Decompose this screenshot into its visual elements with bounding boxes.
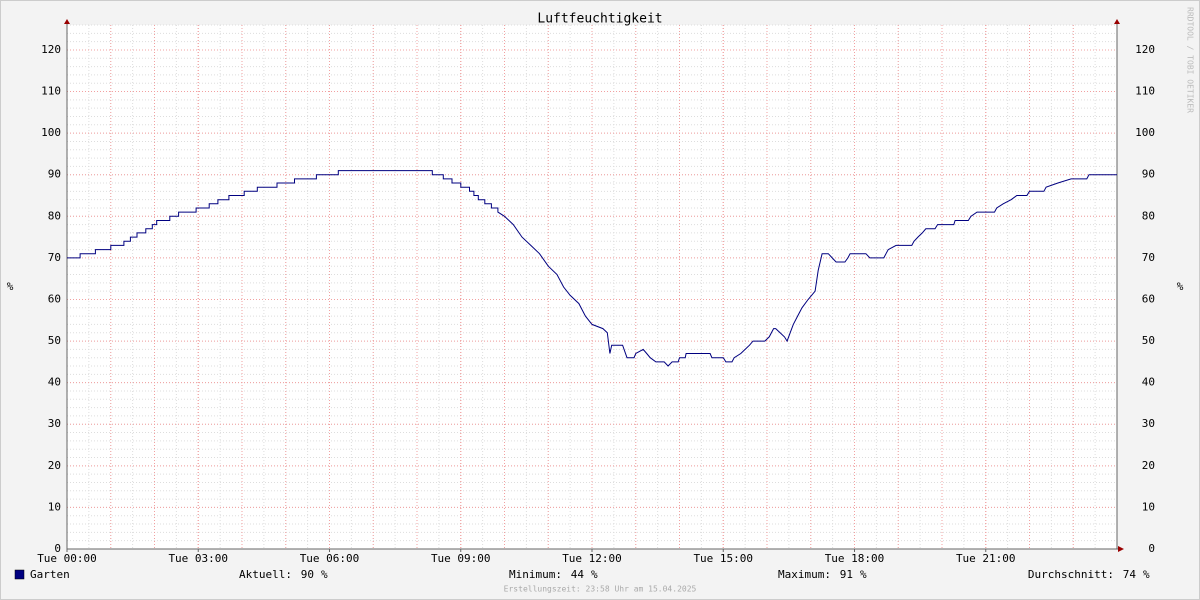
x-tick-label: Tue 21:00 <box>956 552 1016 565</box>
y2-tick-label: 30 <box>1142 417 1155 430</box>
footer: Erstellungszeit: 23:58 Uhr am 15.04.2025 <box>504 585 697 594</box>
y2-tick-label: 60 <box>1142 292 1155 305</box>
stat-value: 74 <box>1123 568 1137 581</box>
watermark: RRDTOOL / TOBI OETIKER <box>1186 7 1195 113</box>
stat-unit: % <box>321 568 328 581</box>
y2-tick-label: 10 <box>1142 500 1155 513</box>
x-tick-label: Tue 18:00 <box>825 552 885 565</box>
y-tick-label: 20 <box>48 459 61 472</box>
legend-label: Garten <box>30 568 70 581</box>
stat-unit: % <box>591 568 598 581</box>
stat-value: 44 <box>571 568 585 581</box>
data-line <box>67 170 1117 367</box>
stat-unit: % <box>860 568 867 581</box>
y-axis-label: % <box>7 280 14 293</box>
x-tick-label: Tue 00:00 <box>37 552 97 565</box>
stat-value: 90 <box>301 568 314 581</box>
y-tick-label: 40 <box>48 376 61 389</box>
y2-tick-label: 80 <box>1142 209 1155 222</box>
y-tick-label: 30 <box>48 417 61 430</box>
y-tick-label: 100 <box>41 126 61 139</box>
y2-tick-label: 70 <box>1142 251 1155 264</box>
stat-label: Durchschnitt: <box>1028 568 1114 581</box>
y-tick-label: 90 <box>48 168 61 181</box>
y2-tick-label: 50 <box>1142 334 1155 347</box>
x-tick-label: Tue 03:00 <box>168 552 228 565</box>
stat-unit: % <box>1143 568 1150 581</box>
axis-arrow <box>1114 19 1120 24</box>
stat-label: Minimum: <box>509 568 562 581</box>
grid <box>66 24 1118 550</box>
y2-tick-label: 110 <box>1135 85 1155 98</box>
y-tick-label: 70 <box>48 251 61 264</box>
axis-arrow <box>64 19 70 24</box>
y-tick-label: 120 <box>41 43 61 56</box>
x-tick-label: Tue 09:00 <box>431 552 491 565</box>
x-tick-label: Tue 15:00 <box>693 552 753 565</box>
y2-tick-label: 20 <box>1142 459 1155 472</box>
y2-tick-label: 40 <box>1142 376 1155 389</box>
y-tick-label: 0 <box>54 542 61 555</box>
y2-tick-label: 90 <box>1142 168 1155 181</box>
y2-axis-label: % <box>1177 280 1184 293</box>
legend-swatch <box>14 569 25 580</box>
x-tick-label: Tue 06:00 <box>300 552 360 565</box>
stat-label: Maximum: <box>778 568 831 581</box>
chart-title: Luftfeuchtigkeit <box>537 12 662 27</box>
y2-tick-label: 100 <box>1135 126 1155 139</box>
y-tick-label: 50 <box>48 334 61 347</box>
y-tick-label: 60 <box>48 292 61 305</box>
y2-tick-label: 0 <box>1148 542 1155 555</box>
x-tick-label: Tue 12:00 <box>562 552 622 565</box>
stat-value: 91 <box>840 568 853 581</box>
y2-tick-label: 120 <box>1135 43 1155 56</box>
y-tick-label: 110 <box>41 85 61 98</box>
axis-arrow <box>1118 546 1124 552</box>
y-tick-label: 10 <box>48 500 61 513</box>
stat-label: Aktuell: <box>239 568 292 581</box>
y-tick-label: 80 <box>48 209 61 222</box>
